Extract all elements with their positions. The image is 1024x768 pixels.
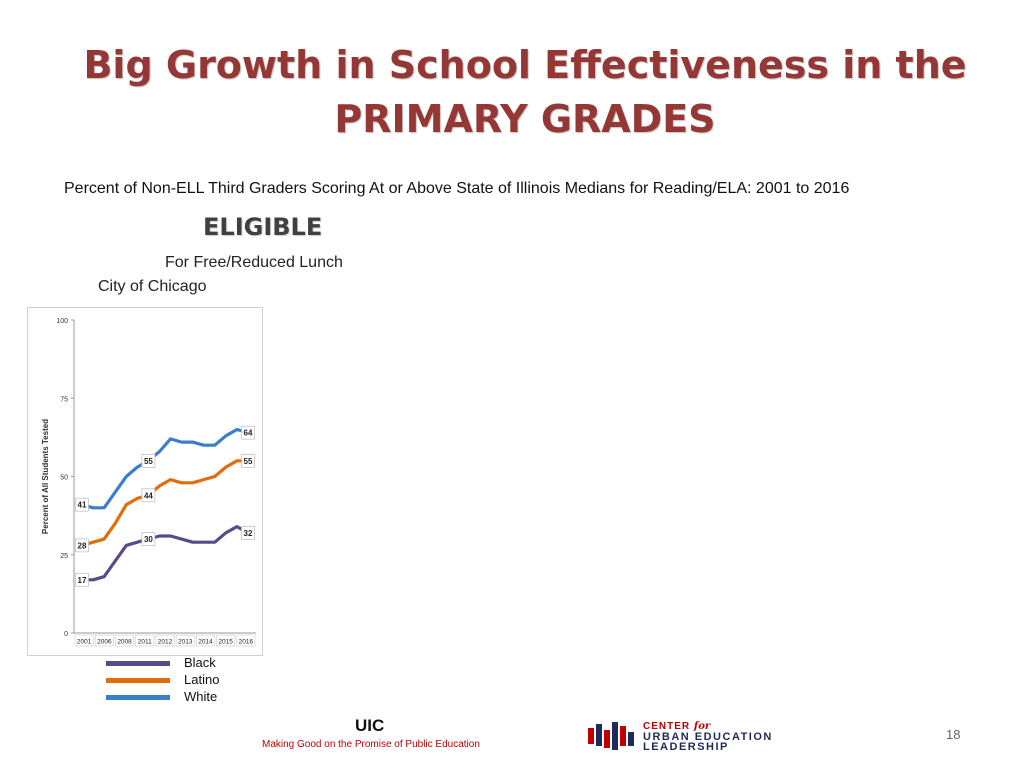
y-tick-label: 25: [60, 553, 68, 560]
legend-label-black: Black: [184, 655, 216, 670]
uic-logo-text: UIC: [355, 716, 385, 735]
data-label-box-black: [141, 532, 156, 546]
legend-swatch-latino: [106, 678, 170, 683]
x-tick-label: 2006: [97, 639, 112, 646]
uic-tagline: Making Good on the Promise of Public Edu…: [262, 739, 480, 750]
data-label-latino: 28: [78, 541, 87, 550]
data-label-box-black: [75, 572, 89, 587]
y-tick-label: 100: [56, 318, 68, 325]
legend-label-latino: Latino: [184, 672, 220, 687]
data-label-box-black: [241, 525, 255, 540]
data-label-white: 41: [78, 501, 87, 510]
x-tick-label: 2015: [218, 639, 233, 646]
legend-item-latino: Latino: [106, 672, 246, 689]
slide-title: Big Growth in School Effectiveness in th…: [60, 38, 990, 146]
page-number: 18: [946, 727, 961, 742]
data-label-white: 64: [244, 429, 253, 438]
y-tick-label: 75: [60, 396, 68, 403]
legend-item-black: Black: [106, 655, 246, 672]
cuel-center-for: for: [693, 721, 711, 732]
city-caption: City of Chicago: [98, 278, 207, 295]
cuel-center-word: CENTER: [643, 721, 691, 732]
title-line-1: Big Growth in School Effectiveness in th…: [83, 43, 967, 87]
x-tick-box: [196, 634, 215, 647]
series-line-latino: [80, 459, 250, 547]
x-tick-box: [74, 634, 94, 647]
x-tick-box: [175, 634, 195, 647]
data-label-box-latino: [75, 538, 89, 553]
x-tick-box: [135, 634, 155, 647]
line-chart: 0 25 50 75 100 Percent of All Students Tested…: [41, 318, 256, 647]
chart-frame: 0 25 50 75 100 Percent of All Students Tested…: [27, 307, 263, 656]
cuel-building-icon: [588, 722, 634, 750]
x-tick-label: 2014: [198, 639, 213, 646]
x-tick-box: [155, 634, 175, 647]
data-label-box-white: [141, 454, 156, 468]
y-tick-label: 50: [60, 475, 68, 482]
cuel-urban-education: URBAN EDUCATION: [643, 731, 773, 743]
y-axis-title: Percent of All Students Tested: [41, 419, 50, 534]
y-tick-label: 0: [64, 631, 68, 638]
data-label-black: 17: [78, 576, 87, 585]
cuel-leadership: LEADERSHIP: [643, 741, 729, 753]
cuel-center-text: CENTER for: [643, 721, 710, 732]
legend-item-white: White: [106, 689, 246, 706]
data-label-white: 55: [144, 457, 153, 466]
data-label-box-white: [75, 497, 89, 512]
x-tick-box: [236, 634, 256, 647]
data-label-box-latino: [141, 488, 156, 503]
x-tick-label: 2008: [117, 639, 132, 646]
data-label-black: 30: [144, 535, 153, 544]
x-tick-label: 2001: [77, 639, 92, 646]
series-line-white: [80, 427, 250, 510]
x-tick-label: 2012: [158, 639, 173, 646]
x-tick-label: 2016: [239, 639, 254, 646]
chart-subtitle: Percent of Non-ELL Third Graders Scoring…: [64, 180, 850, 197]
x-tick-label: 2013: [178, 639, 193, 646]
data-label-box-white: [241, 425, 255, 440]
x-tick-box: [94, 634, 114, 647]
data-label-box-latino: [241, 454, 255, 468]
data-label-latino: 44: [144, 491, 153, 500]
data-label-latino: 55: [244, 457, 253, 466]
legend-swatch-white: [106, 695, 170, 700]
title-line-2: PRIMARY GRADES: [334, 97, 716, 141]
series-line-black: [80, 525, 250, 582]
chart-legend: Black Latino White: [106, 655, 246, 706]
x-tick-box: [115, 634, 134, 647]
legend-label-white: White: [184, 689, 218, 704]
data-label-black: 32: [244, 529, 253, 538]
x-tick-label: 2011: [138, 639, 152, 646]
lunch-caption: For Free/Reduced Lunch: [165, 254, 343, 271]
x-tick-box: [216, 634, 236, 647]
eligible-heading: ELIGIBLE: [203, 213, 323, 241]
legend-swatch-black: [106, 661, 170, 666]
